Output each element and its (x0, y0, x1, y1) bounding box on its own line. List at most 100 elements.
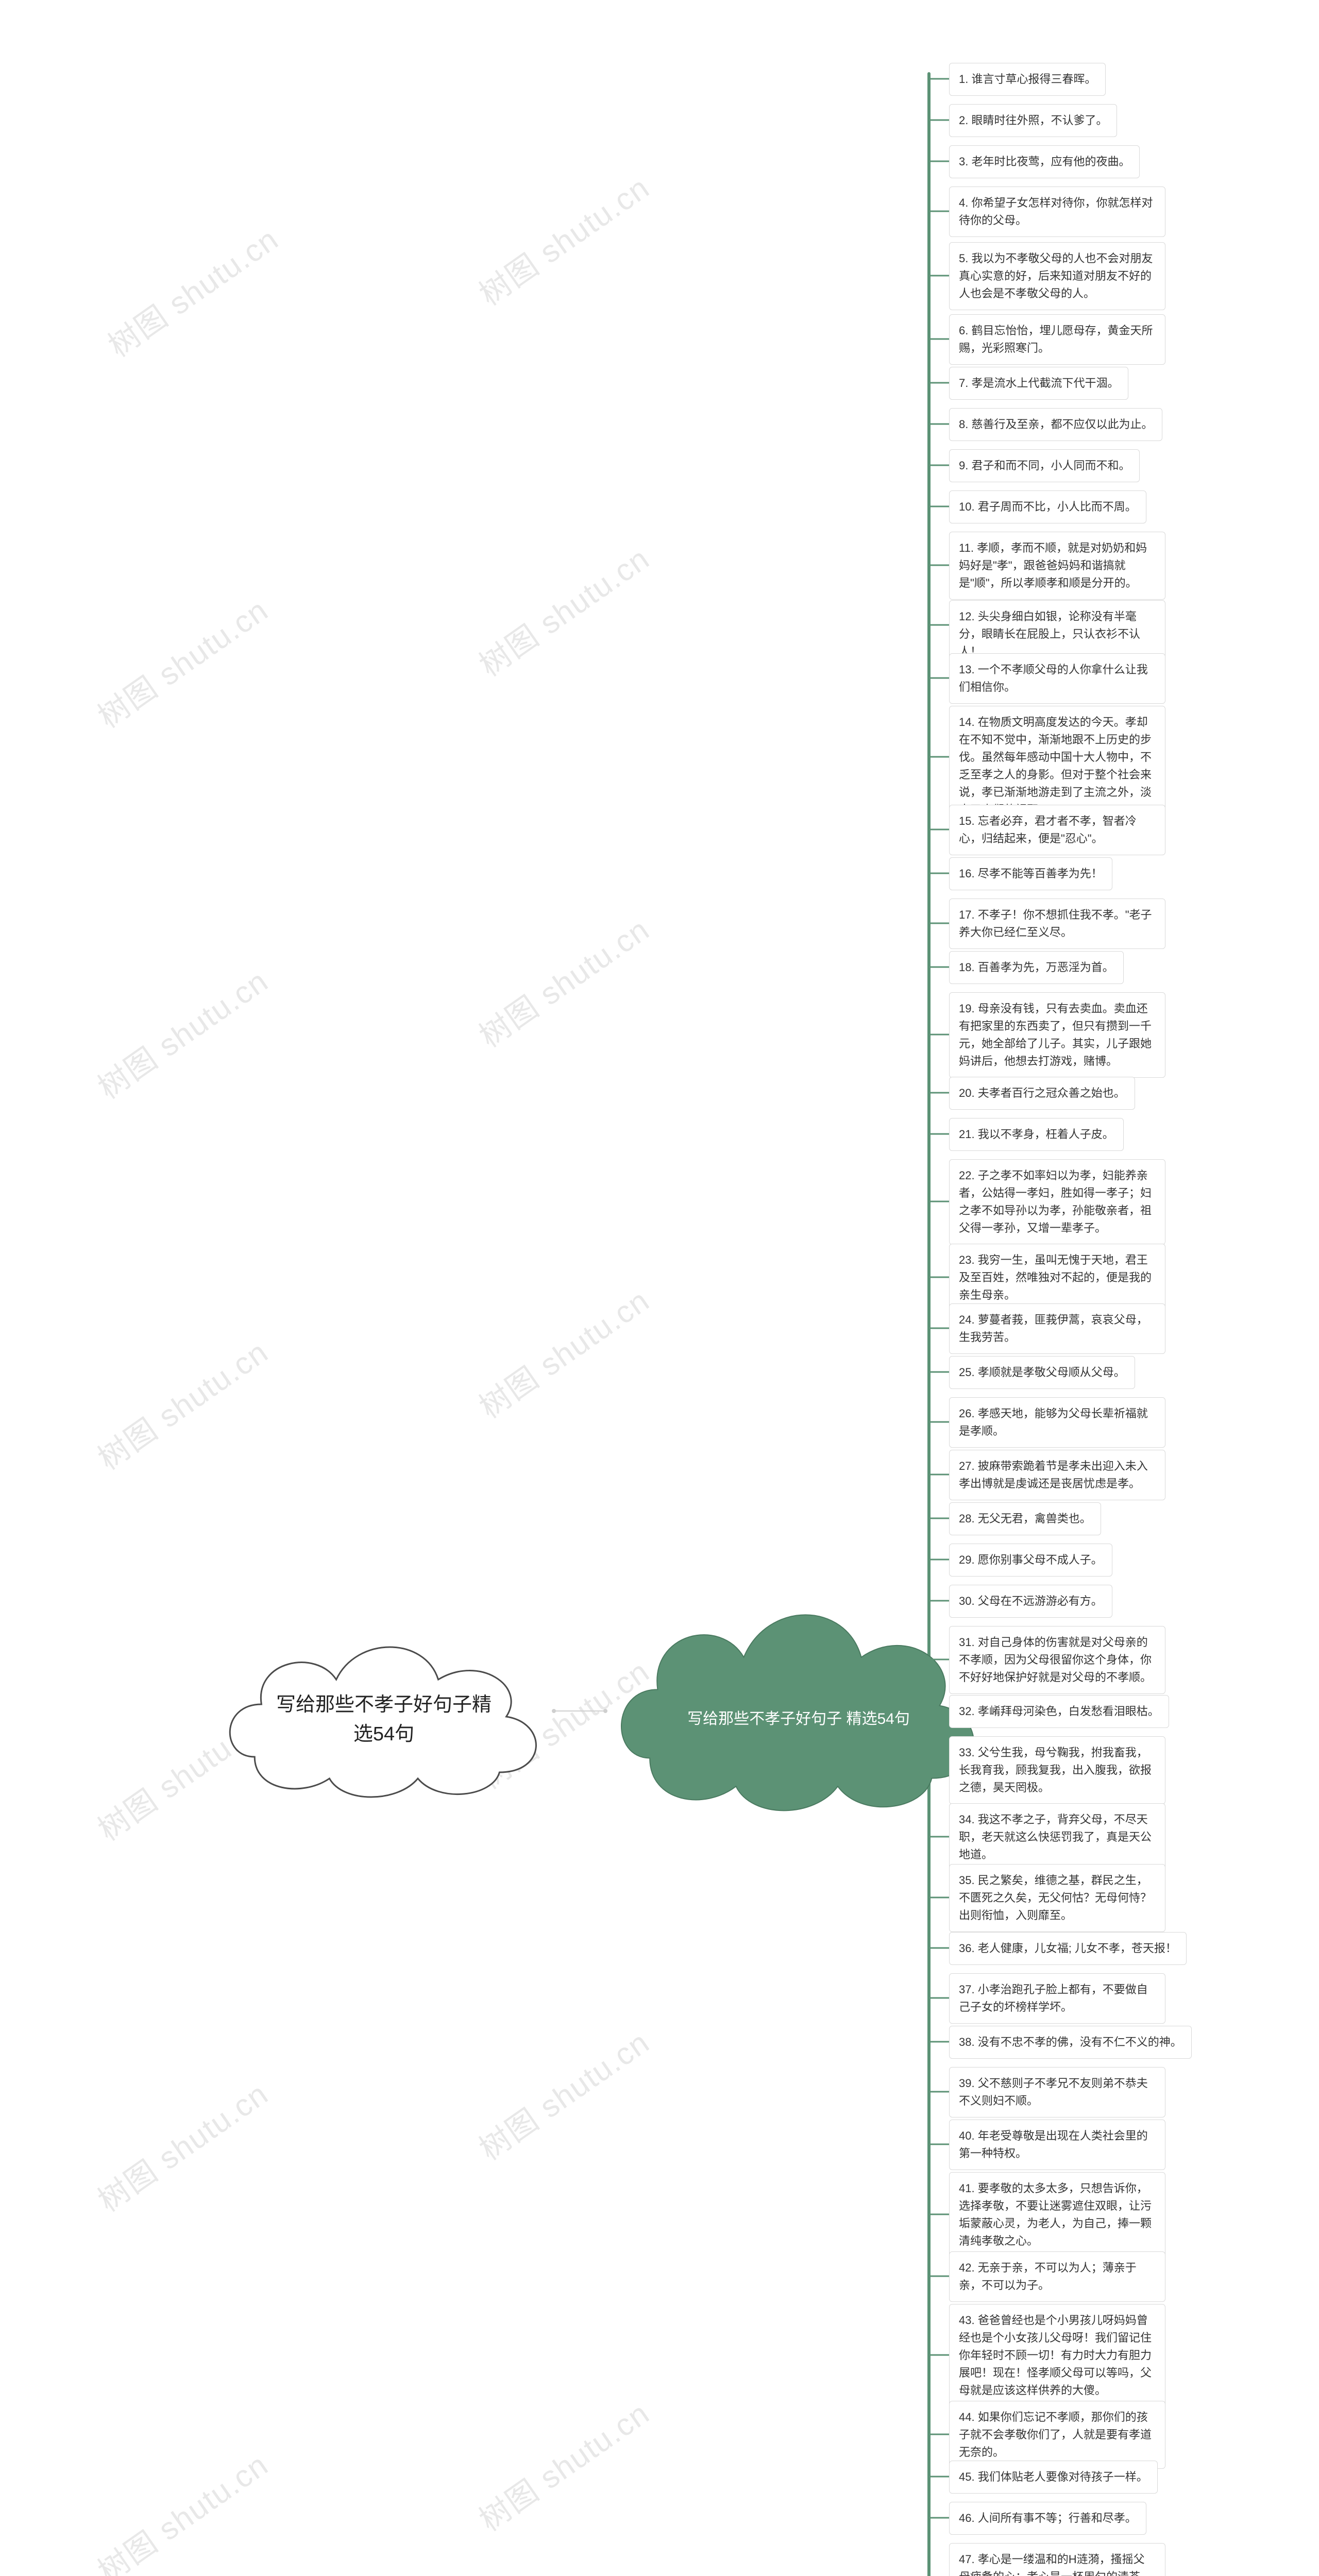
leaf-text: 36. 老人健康，儿女福; 儿女不孝，苍天报！ (949, 1932, 1187, 1965)
leaf-item[interactable]: 8. 慈善行及至亲，都不应仅以此为止。 (949, 408, 1162, 441)
watermark: 树图 shutu.cn (469, 534, 657, 685)
watermark: 树图 shutu.cn (469, 905, 657, 1056)
leaf-text: 20. 夫孝者百行之冠众善之始也。 (949, 1077, 1135, 1110)
leaf-text: 44. 如果你们忘记不孝顺，那你们的孩子就不会孝敬你们了，人就是要有孝道无奈的。 (949, 2401, 1165, 2469)
leaf-text: 23. 我穷一生，虽叫无愧于天地，君王及至百姓，然唯独对不起的，便是我的亲生母亲… (949, 1244, 1165, 1312)
leaf-text: 9. 君子和而不同，小人同而不和。 (949, 449, 1140, 482)
leaf-item[interactable]: 24. 萝蔓者莪，匪莪伊蒿，哀哀父母，生我劳苦。 (949, 1303, 1165, 1354)
leaf-text: 4. 你希望子女怎样对待你，你就怎样对待你的父母。 (949, 187, 1165, 237)
leaf-item[interactable]: 18. 百善孝为先，万恶淫为首。 (949, 951, 1124, 984)
leaf-text: 13. 一个不孝顺父母的人你拿什么让我们相信你。 (949, 653, 1165, 704)
leaf-item[interactable]: 30. 父母在不远游游必有方。 (949, 1585, 1112, 1618)
leaf-text: 5. 我以为不孝敬父母的人也不会对朋友真心实意的好，后来知道对朋友不好的人也会是… (949, 242, 1165, 310)
leaf-item[interactable]: 33. 父兮生我，母兮鞠我，拊我畜我，长我育我，顾我复我，出入腹我，欲报之德，昊… (949, 1736, 1165, 1804)
leaf-text: 43. 爸爸曾经也是个小男孩儿呀妈妈曾经也是个小女孩儿父母呀！我们留记住你年轻时… (949, 2304, 1165, 2407)
leaf-text: 19. 母亲没有钱，只有去卖血。卖血还有把家里的东西卖了，但只有攒到一千元，她全… (949, 992, 1165, 1078)
leaf-item[interactable]: 10. 君子周而不比，小人比而不周。 (949, 490, 1146, 523)
leaf-text: 35. 民之繁矣，维德之基，群民之生，不匮死之久矣，无父何怙？无母何恃？出则衔恤… (949, 1864, 1165, 1932)
leaf-text: 41. 要孝敬的太多太多，只想告诉你，选择孝敬，不要让迷雾遮住双眼，让污垢蒙蔽心… (949, 2172, 1165, 2258)
leaf-text: 40. 年老受尊敬是出现在人类社会里的第一种特权。 (949, 2120, 1165, 2170)
leaf-item[interactable]: 45. 我们体贴老人要像对待孩子一样。 (949, 2461, 1158, 2494)
leaf-text: 22. 子之孝不如率妇以为孝，妇能养亲者，公姑得一孝妇，胜如得一孝子；妇之孝不如… (949, 1159, 1165, 1245)
leaf-text: 29. 愿你别事父母不成人子。 (949, 1544, 1112, 1577)
leaf-text: 30. 父母在不远游游必有方。 (949, 1585, 1112, 1618)
leaf-text: 6. 鹤目忘怡怡，埋儿愿母存，黄金天所赐，光彩照寒门。 (949, 314, 1165, 365)
leaf-item[interactable]: 34. 我这不孝之子，背弃父母，不尽天职，老天就这么快惩罚我了，真是天公地道。 (949, 1803, 1165, 1871)
watermark: 树图 shutu.cn (469, 1276, 657, 1427)
watermark: 树图 shutu.cn (98, 215, 286, 365)
leaf-item[interactable]: 4. 你希望子女怎样对待你，你就怎样对待你的父母。 (949, 187, 1165, 237)
watermark: 树图 shutu.cn (469, 2018, 657, 2168)
leaf-item[interactable]: 21. 我以不孝身，枉着人子皮。 (949, 1118, 1124, 1151)
leaf-text: 32. 孝崤拜母河染色，白发愁看泪眼枯。 (949, 1695, 1169, 1728)
leaf-item[interactable]: 22. 子之孝不如率妇以为孝，妇能养亲者，公姑得一孝妇，胜如得一孝子；妇之孝不如… (949, 1159, 1165, 1245)
leaf-item[interactable]: 38. 没有不忠不孝的佛，没有不仁不义的神。 (949, 2026, 1192, 2059)
leaf-text: 27. 披麻带索跪着节是孝未出迎入未入孝出博就是虔诚还是丧居忧虑是孝。 (949, 1450, 1165, 1500)
leaf-item[interactable]: 29. 愿你别事父母不成人子。 (949, 1544, 1112, 1577)
leaf-item[interactable]: 23. 我穷一生，虽叫无愧于天地，君王及至百姓，然唯独对不起的，便是我的亲生母亲… (949, 1244, 1165, 1312)
leaf-text: 28. 无父无君，禽兽类也。 (949, 1502, 1101, 1535)
root-node[interactable]: 写给那些不孝子好句子精选54句 (214, 1618, 554, 1803)
leaf-item[interactable]: 19. 母亲没有钱，只有去卖血。卖血还有把家里的东西卖了，但只有攒到一千元，她全… (949, 992, 1165, 1078)
leaf-text: 34. 我这不孝之子，背弃父母，不尽天职，老天就这么快惩罚我了，真是天公地道。 (949, 1803, 1165, 1871)
leaf-item[interactable]: 6. 鹤目忘怡怡，埋儿愿母存，黄金天所赐，光彩照寒门。 (949, 314, 1165, 365)
root-label: 写给那些不孝子好句子精选54句 (276, 1690, 492, 1749)
watermark: 树图 shutu.cn (88, 586, 276, 736)
leaf-item[interactable]: 28. 无父无君，禽兽类也。 (949, 1502, 1101, 1535)
leaf-item[interactable]: 43. 爸爸曾经也是个小男孩儿呀妈妈曾经也是个小女孩儿父母呀！我们留记住你年轻时… (949, 2304, 1165, 2407)
leaf-text: 7. 孝是流水上代截流下代干涸。 (949, 367, 1128, 400)
leaf-text: 42. 无亲于亲，不可以为人；薄亲于亲，不可以为子。 (949, 2251, 1165, 2302)
leaf-item[interactable]: 20. 夫孝者百行之冠众善之始也。 (949, 1077, 1135, 1110)
watermark: 树图 shutu.cn (88, 957, 276, 1107)
leaf-text: 39. 父不慈则子不孝兄不友则弟不恭夫不义则妇不顺。 (949, 2067, 1165, 2117)
leaf-item[interactable]: 5. 我以为不孝敬父母的人也不会对朋友真心实意的好，后来知道对朋友不好的人也会是… (949, 242, 1165, 310)
leaf-text: 37. 小孝治跑孔子脸上都有，不要做自己子女的坏榜样学坏。 (949, 1973, 1165, 2024)
leaf-item[interactable]: 46. 人间所有事不等；行善和尽孝。 (949, 2502, 1146, 2535)
leaf-item[interactable]: 42. 无亲于亲，不可以为人；薄亲于亲，不可以为子。 (949, 2251, 1165, 2302)
leaf-item[interactable]: 16. 尽孝不能等百善孝为先！ (949, 857, 1112, 890)
spine (927, 72, 931, 2576)
leaf-item[interactable]: 11. 孝顺，孝而不顺，就是对奶奶和妈妈好是"孝"，跟爸爸妈妈和谐搞就是"顺"，… (949, 532, 1165, 600)
leaf-item[interactable]: 35. 民之繁矣，维德之基，群民之生，不匮死之久矣，无父何怙？无母何恃？出则衔恤… (949, 1864, 1165, 1932)
leaf-item[interactable]: 9. 君子和而不同，小人同而不和。 (949, 449, 1140, 482)
leaf-item[interactable]: 25. 孝顺就是孝敬父母顺从父母。 (949, 1356, 1135, 1389)
leaf-item[interactable]: 3. 老年时比夜莺，应有他的夜曲。 (949, 145, 1140, 178)
watermark: 树图 shutu.cn (88, 2070, 276, 2220)
leaf-text: 3. 老年时比夜莺，应有他的夜曲。 (949, 145, 1140, 178)
leaf-text: 18. 百善孝为先，万恶淫为首。 (949, 951, 1124, 984)
leaf-text: 33. 父兮生我，母兮鞠我，拊我畜我，长我育我，顾我复我，出入腹我，欲报之德，昊… (949, 1736, 1165, 1804)
leaf-item[interactable]: 31. 对自己身体的伤害就是对父母亲的不孝顺，因为父母很留你这个身体，你不好好地… (949, 1626, 1165, 1694)
leaf-item[interactable]: 36. 老人健康，儿女福; 儿女不孝，苍天报！ (949, 1932, 1187, 1965)
leaf-text: 46. 人间所有事不等；行善和尽孝。 (949, 2502, 1146, 2535)
leaf-item[interactable]: 44. 如果你们忘记不孝顺，那你们的孩子就不会孝敬你们了，人就是要有孝道无奈的。 (949, 2401, 1165, 2469)
leaf-item[interactable]: 7. 孝是流水上代截流下代干涸。 (949, 367, 1128, 400)
leaf-item[interactable]: 39. 父不慈则子不孝兄不友则弟不恭夫不义则妇不顺。 (949, 2067, 1165, 2117)
leaf-item[interactable]: 13. 一个不孝顺父母的人你拿什么让我们相信你。 (949, 653, 1165, 704)
leaf-text: 47. 孝心是一缕温和的H涟漪，搔摇父母疲惫的心；孝心是一杯周匀的清茶，分担父母… (949, 2543, 1165, 2576)
leaf-text: 38. 没有不忠不孝的佛，没有不仁不义的神。 (949, 2026, 1192, 2059)
leaf-item[interactable]: 41. 要孝敬的太多太多，只想告诉你，选择孝敬，不要让迷雾遮住双眼，让污垢蒙蔽心… (949, 2172, 1165, 2258)
leaf-item[interactable]: 47. 孝心是一缕温和的H涟漪，搔摇父母疲惫的心；孝心是一杯周匀的清茶，分担父母… (949, 2543, 1165, 2576)
child-label: 写给那些不孝子好句子 精选54句 (687, 1706, 910, 1728)
leaf-text: 2. 眼睛时往外照，不认爹了。 (949, 104, 1117, 137)
leaf-item[interactable]: 17. 不孝子！你不想抓住我不孝。"老子养大你已经仁至义尽。 (949, 899, 1165, 949)
leaf-item[interactable]: 2. 眼睛时往外照，不认爹了。 (949, 104, 1117, 137)
leaf-text: 8. 慈善行及至亲，都不应仅以此为止。 (949, 408, 1162, 441)
child-node[interactable]: 写给那些不孝子好句子 精选54句 (603, 1577, 994, 1819)
leaf-item[interactable]: 40. 年老受尊敬是出现在人类社会里的第一种特权。 (949, 2120, 1165, 2170)
leaf-text: 31. 对自己身体的伤害就是对父母亲的不孝顺，因为父母很留你这个身体，你不好好地… (949, 1626, 1165, 1694)
leaf-item[interactable]: 37. 小孝治跑孔子脸上都有，不要做自己子女的坏榜样学坏。 (949, 1973, 1165, 2024)
connector-root-child (554, 1710, 605, 1711)
leaf-text: 1. 谁言寸草心报得三春晖。 (949, 63, 1106, 96)
watermark: 树图 shutu.cn (88, 2441, 276, 2576)
leaf-text: 16. 尽孝不能等百善孝为先！ (949, 857, 1112, 890)
leaf-text: 25. 孝顺就是孝敬父母顺从父母。 (949, 1356, 1135, 1389)
leaf-item[interactable]: 27. 披麻带索跪着节是孝未出迎入未入孝出博就是虔诚还是丧居忧虑是孝。 (949, 1450, 1165, 1500)
leaf-item[interactable]: 32. 孝崤拜母河染色，白发愁看泪眼枯。 (949, 1695, 1169, 1728)
leaf-item[interactable]: 15. 忘者必弃，君才者不孝，智者冷心，归结起来，便是"忍心"。 (949, 805, 1165, 855)
leaf-text: 26. 孝感天地，能够为父母长辈祈福就是孝顺。 (949, 1397, 1165, 1448)
leaf-item[interactable]: 1. 谁言寸草心报得三春晖。 (949, 63, 1106, 96)
watermark: 树图 shutu.cn (469, 2389, 657, 2539)
watermark: 树图 shutu.cn (469, 163, 657, 314)
leaf-item[interactable]: 26. 孝感天地，能够为父母长辈祈福就是孝顺。 (949, 1397, 1165, 1448)
